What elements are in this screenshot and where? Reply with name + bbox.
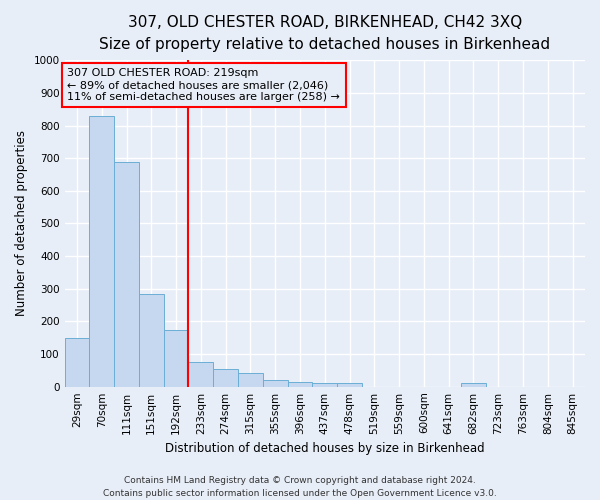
Bar bbox=[213, 368, 238, 386]
Bar bbox=[287, 382, 313, 386]
Text: 307 OLD CHESTER ROAD: 219sqm
← 89% of detached houses are smaller (2,046)
11% of: 307 OLD CHESTER ROAD: 219sqm ← 89% of de… bbox=[67, 68, 340, 102]
Bar bbox=[337, 383, 362, 386]
X-axis label: Distribution of detached houses by size in Birkenhead: Distribution of detached houses by size … bbox=[165, 442, 485, 455]
Bar bbox=[114, 162, 139, 386]
Bar bbox=[188, 362, 213, 386]
Bar bbox=[461, 384, 486, 386]
Bar bbox=[263, 380, 287, 386]
Bar bbox=[139, 294, 164, 386]
Bar bbox=[164, 330, 188, 386]
Bar bbox=[89, 116, 114, 386]
Title: 307, OLD CHESTER ROAD, BIRKENHEAD, CH42 3XQ
Size of property relative to detache: 307, OLD CHESTER ROAD, BIRKENHEAD, CH42 … bbox=[99, 15, 550, 52]
Bar bbox=[238, 373, 263, 386]
Text: Contains HM Land Registry data © Crown copyright and database right 2024.
Contai: Contains HM Land Registry data © Crown c… bbox=[103, 476, 497, 498]
Bar bbox=[65, 338, 89, 386]
Y-axis label: Number of detached properties: Number of detached properties bbox=[15, 130, 28, 316]
Bar bbox=[313, 383, 337, 386]
